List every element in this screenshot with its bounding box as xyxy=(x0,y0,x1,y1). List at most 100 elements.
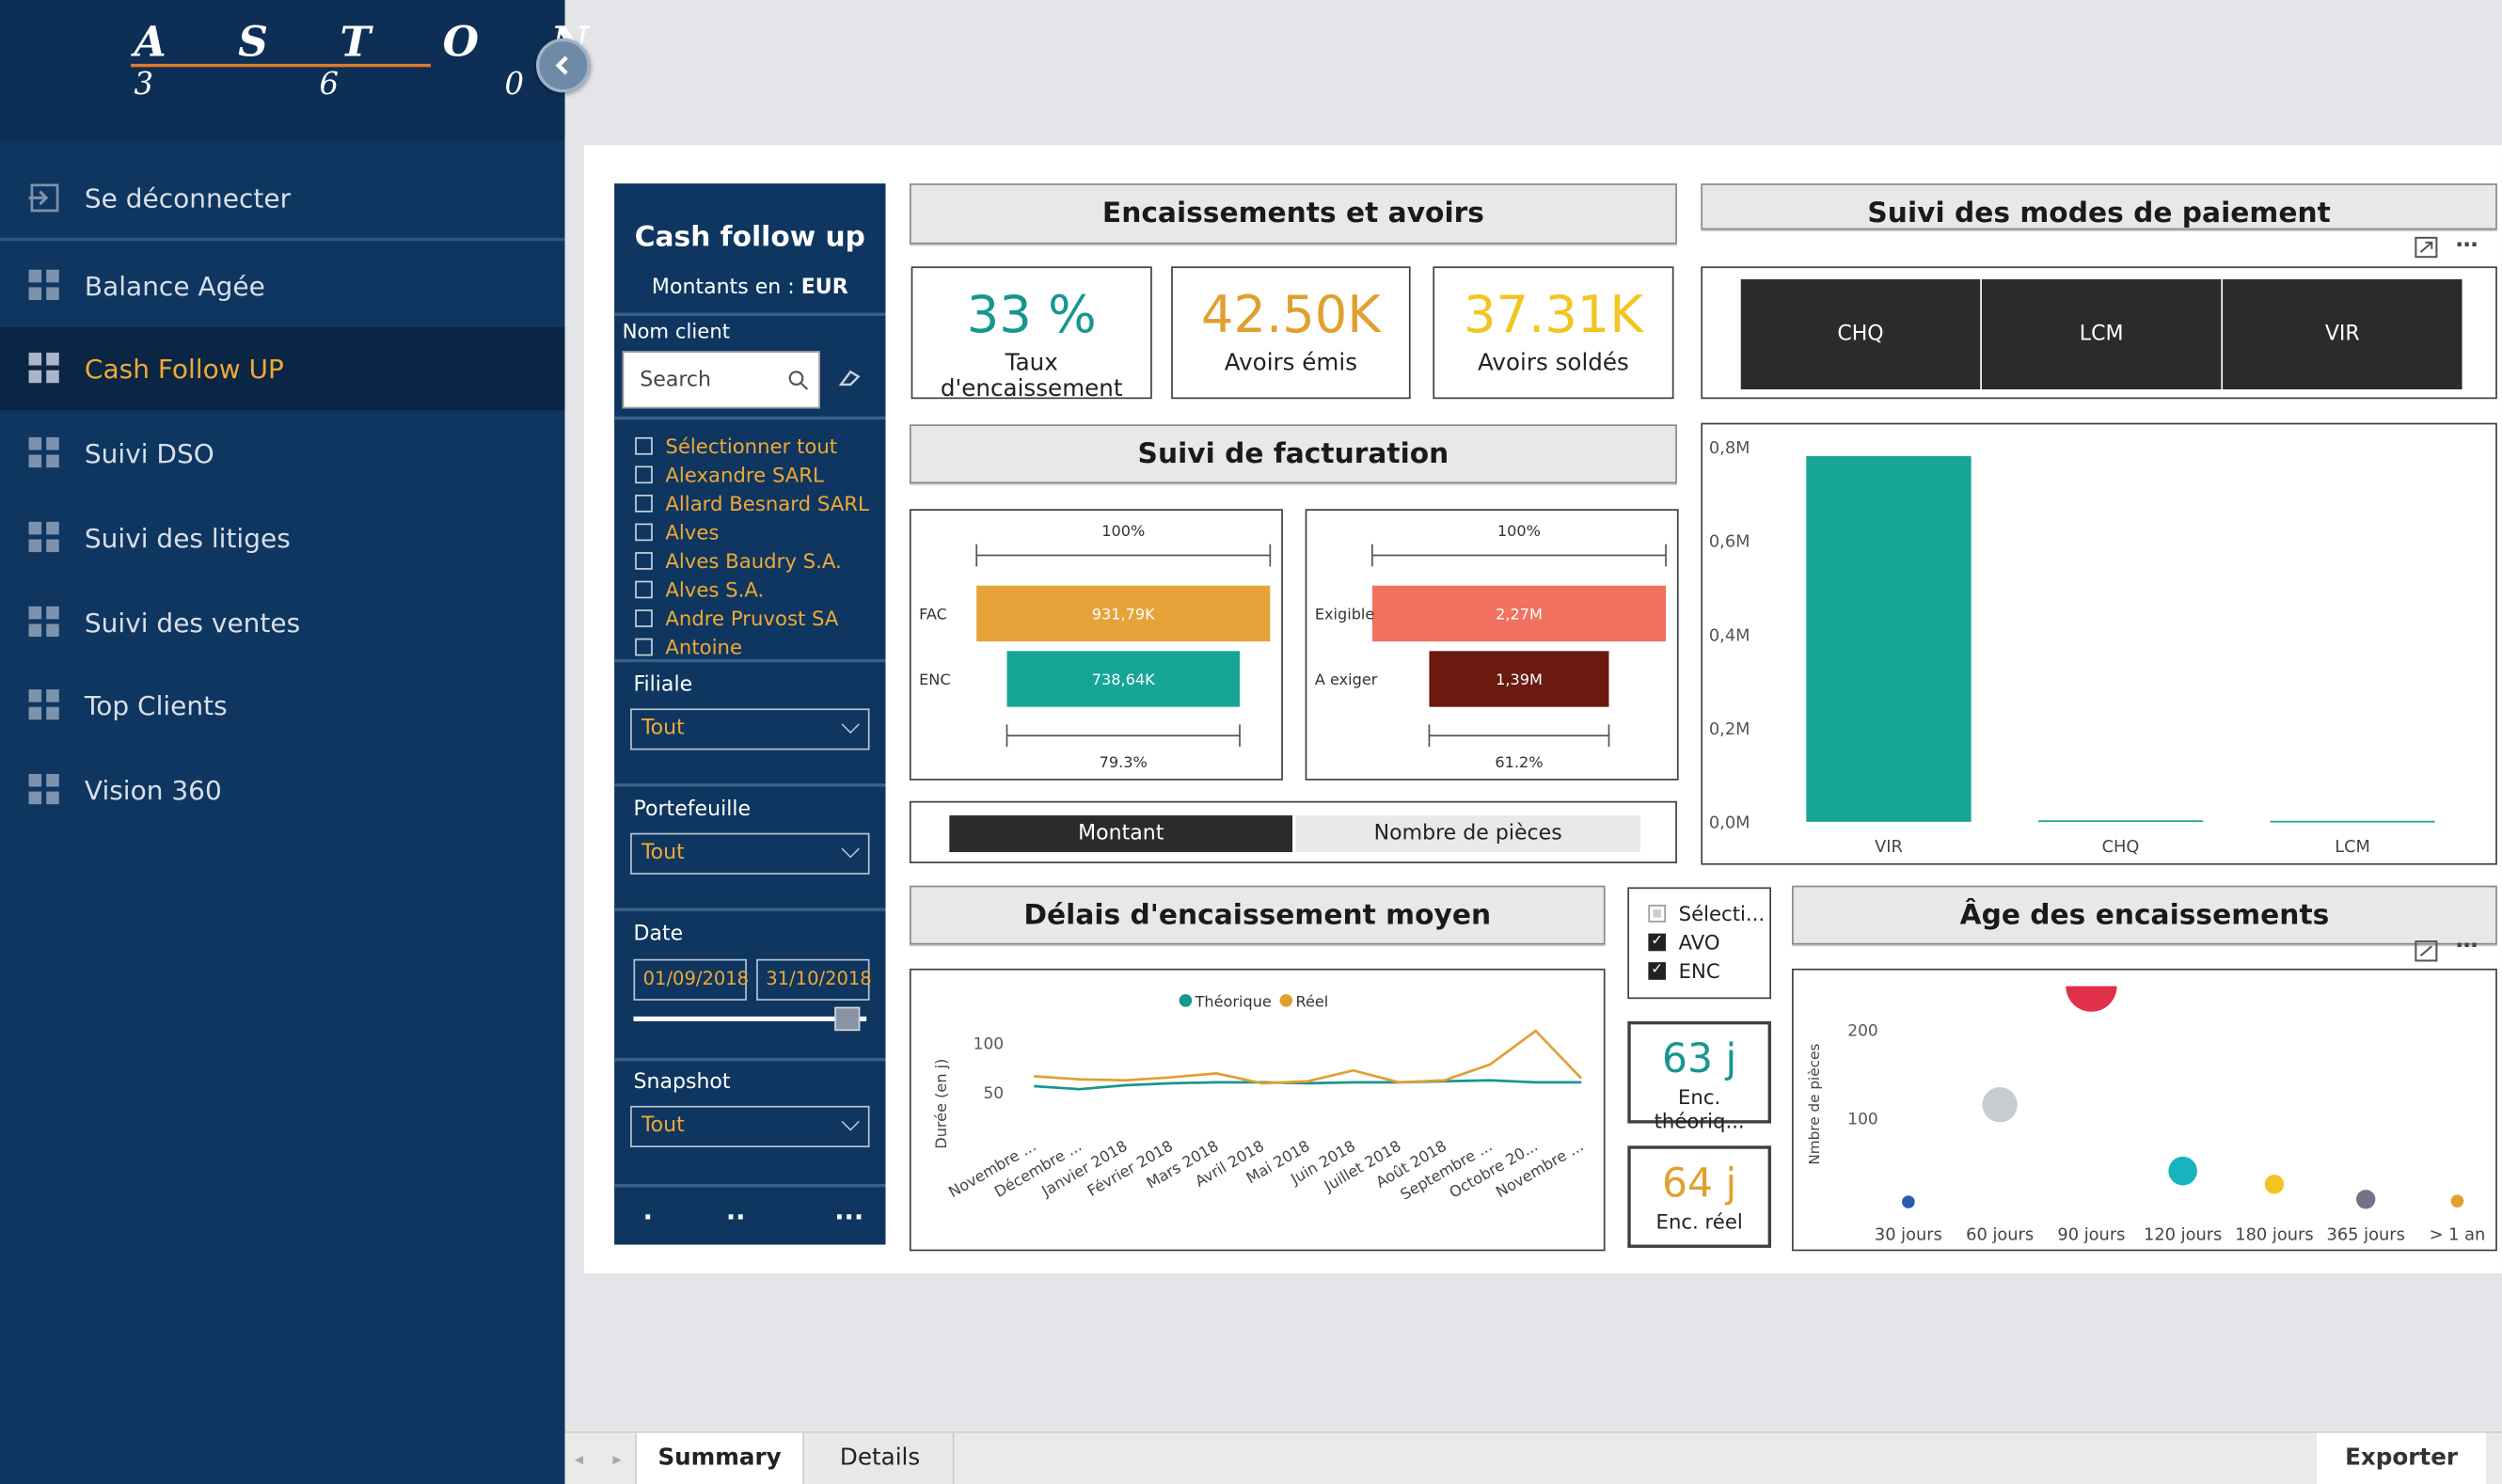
bar xyxy=(1806,456,1972,822)
kpi-enc-theorique: 63 j Enc. théoriq... xyxy=(1627,1020,1772,1133)
date-slider-track[interactable] xyxy=(633,1016,867,1021)
collapse-sidebar-button[interactable] xyxy=(535,38,591,93)
client-option[interactable]: Antoine xyxy=(614,632,885,657)
more-options-icon[interactable]: ⋯ xyxy=(2455,232,2480,259)
paiement-header: Suivi des modes de paiement xyxy=(1701,183,2497,230)
y-tick-label: 0,0M xyxy=(1709,813,1750,833)
expand-icon[interactable] xyxy=(2415,236,2438,259)
funnel-bar xyxy=(976,585,1271,642)
divider xyxy=(614,1184,886,1188)
page-dot-1[interactable]: . xyxy=(642,1194,653,1226)
sidebar-item-top-clients[interactable]: Top Clients xyxy=(0,664,565,747)
legend-marker xyxy=(1279,994,1293,1007)
snapshot-select[interactable]: Tout xyxy=(630,1105,870,1147)
delais-header: Délais d'encaissement moyen xyxy=(909,885,1606,945)
type-option-enc[interactable]: ✓ ENC xyxy=(1648,959,1720,983)
date-start-input[interactable]: 01/09/2018 xyxy=(633,958,749,1001)
client-option[interactable]: Alves Baudry S.A. xyxy=(614,545,885,575)
export-button[interactable]: Exporter xyxy=(2317,1432,2486,1484)
x-tick-label: VIR xyxy=(1875,837,1903,857)
checkbox-checked[interactable]: ✓ xyxy=(1648,962,1667,980)
sidebar-item-balance-agee[interactable]: Balance Agée xyxy=(0,245,565,327)
client-option[interactable]: Andre Pruvost SA xyxy=(614,603,885,632)
search-input[interactable]: Search xyxy=(622,351,820,409)
kpi-avoirs-soldes: 37.31K Avoirs soldés xyxy=(1433,266,1674,400)
funnel-bottom-bracket xyxy=(1428,724,1610,748)
client-option-label: Allard Besnard SARL xyxy=(665,490,869,515)
client-option[interactable]: Alves S.A. xyxy=(614,575,885,604)
funnel-exigible: 100% 2,27M Exigible 1,39M A exiger 61.2% xyxy=(1305,509,1679,781)
filiale-select[interactable]: Tout xyxy=(630,708,870,750)
payment-bar-chart: 0,0M 0,2M 0,4M 0,6M 0,8M VIR CHQ LCM xyxy=(1701,422,2497,865)
snapshot-value: Tout xyxy=(641,1113,685,1138)
checkbox[interactable] xyxy=(635,522,653,541)
sidebar-item-suivi-dso[interactable]: Suivi DSO xyxy=(0,412,565,495)
expand-icon[interactable] xyxy=(2415,939,2438,962)
grid-icon xyxy=(28,352,61,385)
y-tick-label: 100 xyxy=(1847,1110,1877,1129)
tab-summary[interactable]: Summary xyxy=(635,1432,804,1484)
client-option[interactable]: Allard Besnard SARL xyxy=(614,488,885,517)
checkbox[interactable] xyxy=(635,579,653,598)
more-options-icon[interactable]: ⋯ xyxy=(2455,933,2478,959)
date-slider-handle[interactable] xyxy=(834,1006,861,1032)
checkbox[interactable] xyxy=(635,494,653,512)
tab-next-icon[interactable]: ▸ xyxy=(612,1448,622,1470)
legend-label: Théorique xyxy=(1195,993,1272,1011)
checkbox[interactable] xyxy=(1648,905,1667,923)
sidebar-item-suivi-litiges[interactable]: Suivi des litiges xyxy=(0,497,565,579)
eraser-icon[interactable] xyxy=(838,369,861,387)
scatter-point xyxy=(2356,1190,2376,1209)
payment-vir-button[interactable]: VIR xyxy=(2223,278,2462,390)
funnel-bar-value: 2,27M xyxy=(1496,605,1543,623)
checkbox[interactable] xyxy=(635,436,653,454)
toggle-montant[interactable]: Montant xyxy=(949,815,1293,853)
scatter-point xyxy=(2450,1194,2464,1208)
chevron-down-icon xyxy=(841,1113,860,1131)
client-option[interactable]: Alves xyxy=(614,517,885,546)
sidebar-item-label: Top Clients xyxy=(84,689,228,721)
tab-details[interactable]: Details xyxy=(807,1432,955,1484)
funnel-top-pct: 100% xyxy=(1497,522,1541,540)
series-line xyxy=(1034,1079,1582,1091)
checkbox-checked[interactable]: ✓ xyxy=(1648,933,1667,952)
kpi-label: Avoirs émis xyxy=(1224,351,1358,377)
sidebar-item-cash-follow-up[interactable]: Cash Follow UP xyxy=(0,326,565,411)
bar-chart-svg: 0,0M 0,2M 0,4M 0,6M 0,8M VIR CHQ LCM xyxy=(1709,438,2435,857)
search-icon xyxy=(788,371,809,390)
checkbox[interactable] xyxy=(635,608,653,626)
payment-chq-button[interactable]: CHQ xyxy=(1740,278,1981,390)
checkbox[interactable] xyxy=(635,551,653,569)
tab-prev-icon[interactable]: ◂ xyxy=(574,1448,584,1470)
client-option[interactable]: Sélectionner tout xyxy=(614,431,885,460)
type-option-avo[interactable]: ✓ AVO xyxy=(1648,930,1720,955)
payment-lcm-button[interactable]: LCM xyxy=(1981,278,2222,390)
sidebar-item-vision-360[interactable]: Vision 360 xyxy=(0,749,565,831)
checkbox[interactable] xyxy=(635,465,653,483)
metric-toggle: Montant Nombre de pièces xyxy=(909,800,1677,863)
funnel-bar xyxy=(1429,651,1609,707)
page-dot-3[interactable]: ... xyxy=(834,1194,864,1226)
client-option[interactable]: Alexandre SARL xyxy=(614,460,885,489)
date-end-input[interactable]: 31/10/2018 xyxy=(756,958,872,1001)
kpi-enc-reel: 64 j Enc. réel xyxy=(1627,1145,1772,1248)
x-tick-label: 30 jours xyxy=(1875,1224,1942,1244)
funnel-bar xyxy=(1371,585,1667,642)
portefeuille-select[interactable]: Tout xyxy=(630,832,870,875)
sidebar-divider xyxy=(0,237,565,242)
filter-panel: Cash follow up Montants en : EUR Nom cli… xyxy=(614,183,886,1245)
kpi-label: Enc. réel xyxy=(1655,1209,1743,1234)
checkbox[interactable] xyxy=(635,637,653,655)
toggle-nombre-pieces[interactable]: Nombre de pièces xyxy=(1295,815,1640,853)
funnel-top-bracket xyxy=(1371,544,1667,567)
type-option-select-all[interactable]: Sélecti... xyxy=(1648,902,1765,925)
client-option-label: Alves S.A. xyxy=(665,576,765,601)
y-axis-label: Durée (en j) xyxy=(932,1059,950,1149)
y-tick-label: 50 xyxy=(983,1083,1004,1102)
funnel-top-pct: 100% xyxy=(1101,522,1145,540)
sidebar-item-logout[interactable]: Se déconnecter xyxy=(0,156,565,239)
sidebar-item-suivi-ventes[interactable]: Suivi des ventes xyxy=(0,581,565,664)
kpi-value: 37.31K xyxy=(1463,284,1643,345)
page-dot-2[interactable]: .. xyxy=(725,1194,746,1226)
